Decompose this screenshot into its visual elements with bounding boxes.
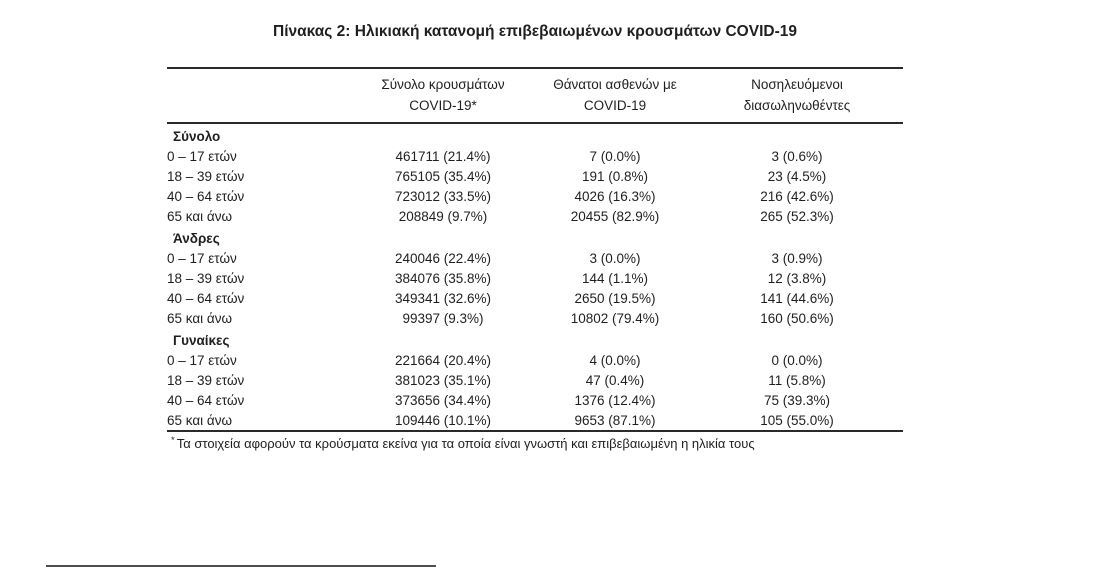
cases-cell: 208849 (9.7%): [398, 208, 488, 224]
section-label: Άνδρες: [173, 230, 220, 246]
intubated-cell: 141 (44.6%): [760, 290, 834, 306]
age-label-cell: 18 – 39 ετών: [167, 270, 245, 286]
age-label-cell: 0 – 17 ετών: [167, 352, 237, 368]
table-row: 65 και άνω 99397 (9.3%) 10802 (79.4%) 16…: [167, 308, 903, 328]
section-row-women: Γυναίκες: [167, 328, 903, 350]
section-row-men: Άνδρες: [167, 226, 903, 248]
table-row: 0 – 17 ετών 461711 (21.4%) 7 (0.0%) 3 (0…: [167, 146, 903, 166]
cases-cell: 221664 (20.4%): [394, 352, 492, 368]
column-header-intubated-line2: διασωληνωθέντες: [743, 98, 851, 113]
intubated-cell: 3 (0.6%): [771, 148, 823, 164]
header-row: Σύνολο κρουσμάτων COVID-19* Θάνατοι ασθε…: [167, 68, 903, 124]
age-label-cell: 65 και άνω: [167, 208, 233, 224]
table-row: 0 – 17 ετών 240046 (22.4%) 3 (0.0%) 3 (0…: [167, 248, 903, 268]
age-label-cell: 0 – 17 ετών: [167, 250, 237, 266]
empty-header-cell: [167, 68, 347, 124]
section-label: Γυναίκες: [173, 332, 230, 348]
page-footnote-rule: [46, 565, 436, 567]
intubated-cell: 11 (5.8%): [768, 372, 826, 388]
table-block: Πίνακας 2: Ηλικιακή κατανομή επιβεβαιωμέ…: [167, 0, 903, 453]
age-label-cell: 40 – 64 ετών: [167, 188, 245, 204]
age-label-cell: 40 – 64 ετών: [167, 392, 245, 408]
cases-cell: 99397 (9.3%): [402, 310, 484, 326]
footnote-asterisk: *: [171, 434, 175, 446]
intubated-cell: 216 (42.6%): [760, 188, 834, 204]
age-label-cell: 18 – 39 ετών: [167, 168, 245, 184]
table-row: 18 – 39 ετών 384076 (35.8%) 144 (1.1%) 1…: [167, 268, 903, 288]
deaths-cell: 47 (0.4%): [585, 372, 645, 388]
column-header-intubated-line1: Νοσηλευόμενοι: [751, 77, 843, 92]
column-header-cases: Σύνολο κρουσμάτων COVID-19*: [347, 68, 539, 124]
table-row: 40 – 64 ετών 349341 (32.6%) 2650 (19.5%)…: [167, 288, 903, 308]
table-row: 65 και άνω 109446 (10.1%) 9653 (87.1%) 1…: [167, 410, 903, 431]
age-label-cell: 40 – 64 ετών: [167, 290, 245, 306]
deaths-cell: 144 (1.1%): [581, 270, 649, 286]
intubated-cell: 23 (4.5%): [767, 168, 827, 184]
table-row: 18 – 39 ετών 381023 (35.1%) 47 (0.4%) 11…: [167, 370, 903, 390]
cases-cell: 349341 (32.6%): [394, 290, 492, 306]
column-header-cases-line2: COVID-19*: [409, 98, 477, 113]
deaths-cell: 3 (0.0%): [589, 250, 641, 266]
deaths-cell: 4026 (16.3%): [574, 188, 656, 204]
cases-cell: 723012 (33.5%): [394, 188, 492, 204]
intubated-cell: 265 (52.3%): [760, 208, 834, 224]
table-row: 40 – 64 ετών 373656 (34.4%) 1376 (12.4%)…: [167, 390, 903, 410]
deaths-cell: 9653 (87.1%): [574, 412, 656, 428]
column-header-deaths-line2: COVID-19: [583, 98, 647, 113]
age-label-cell: 65 και άνω: [167, 310, 233, 326]
cases-cell: 373656 (34.4%): [394, 392, 492, 408]
deaths-cell: 2650 (19.5%): [574, 290, 656, 306]
footnote-text: Τα στοιχεία αφορούν τα κρούσματα εκείνα …: [176, 436, 755, 451]
age-label-cell: 0 – 17 ετών: [167, 148, 237, 164]
section-row-total: Σύνολο: [167, 123, 903, 146]
table-row: 0 – 17 ετών 221664 (20.4%) 4 (0.0%) 0 (0…: [167, 350, 903, 370]
section-label: Σύνολο: [173, 128, 221, 144]
cases-cell: 240046 (22.4%): [394, 250, 492, 266]
cases-cell: 461711 (21.4%): [395, 148, 491, 164]
age-label-cell: 65 και άνω: [167, 412, 233, 428]
intubated-cell: 105 (55.0%): [760, 412, 834, 428]
cases-cell: 765105 (35.4%): [394, 168, 492, 184]
table-title: Πίνακας 2: Ηλικιακή κατανομή επιβεβαιωμέ…: [273, 23, 797, 40]
cases-cell: 384076 (35.8%): [394, 270, 492, 286]
intubated-cell: 160 (50.6%): [760, 310, 834, 326]
cases-cell: 109446 (10.1%): [394, 412, 492, 428]
deaths-cell: 7 (0.0%): [589, 148, 641, 164]
column-header-cases-line1: Σύνολο κρουσμάτων: [381, 77, 505, 92]
deaths-cell: 10802 (79.4%): [570, 310, 660, 326]
table-row: 65 και άνω 208849 (9.7%) 20455 (82.9%) 2…: [167, 206, 903, 226]
covid-age-distribution-table: Σύνολο κρουσμάτων COVID-19* Θάνατοι ασθε…: [167, 67, 903, 432]
table-row: 18 – 39 ετών 765105 (35.4%) 191 (0.8%) 2…: [167, 166, 903, 186]
column-header-intubated: Νοσηλευόμενοι διασωληνωθέντες: [691, 68, 903, 124]
table-row: 40 – 64 ετών 723012 (33.5%) 4026 (16.3%)…: [167, 186, 903, 206]
deaths-cell: 20455 (82.9%): [570, 208, 660, 224]
cases-cell: 381023 (35.1%): [394, 372, 492, 388]
deaths-cell: 191 (0.8%): [581, 168, 649, 184]
intubated-cell: 12 (3.8%): [767, 270, 827, 286]
intubated-cell: 0 (0.0%): [771, 352, 823, 368]
intubated-cell: 3 (0.9%): [771, 250, 823, 266]
intubated-cell: 75 (39.3%): [763, 392, 831, 408]
column-header-deaths: Θάνατοι ασθενών με COVID-19: [539, 68, 691, 124]
column-header-deaths-line1: Θάνατοι ασθενών με: [553, 77, 677, 92]
deaths-cell: 4 (0.0%): [589, 352, 641, 368]
age-label-cell: 18 – 39 ετών: [167, 372, 245, 388]
deaths-cell: 1376 (12.4%): [574, 392, 656, 408]
table-footnote: * Τα στοιχεία αφορούν τα κρούσματα εκείνα…: [167, 435, 903, 453]
